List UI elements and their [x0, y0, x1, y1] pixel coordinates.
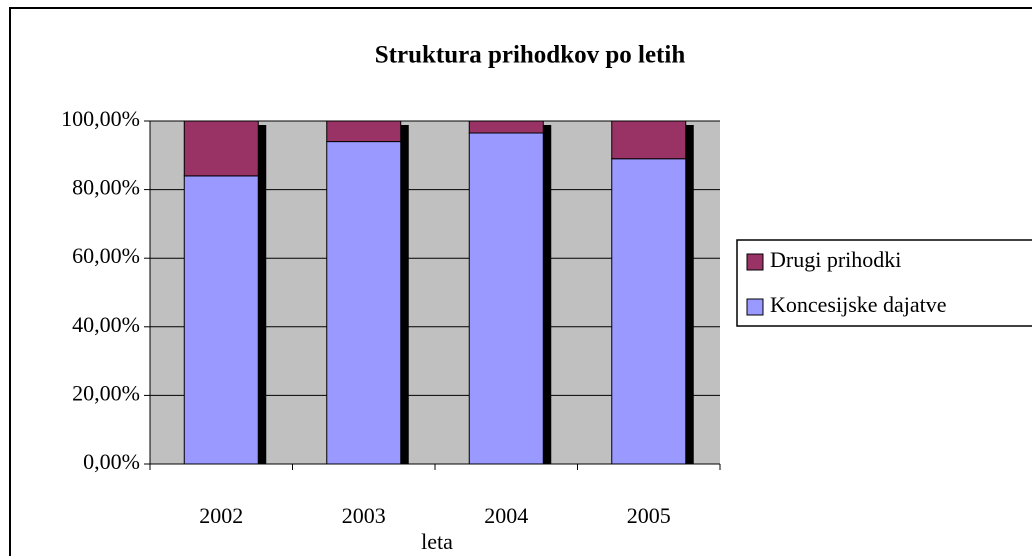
bar-segment — [183, 175, 259, 465]
bar-shadow — [400, 125, 409, 464]
legend-swatch — [746, 298, 764, 316]
x-tick-label: 2004 — [484, 503, 528, 528]
y-tick-label: 40,00% — [72, 312, 140, 337]
y-tick-label: 100,00% — [61, 106, 140, 131]
bar-segment — [326, 120, 402, 143]
y-tick-label: 0,00% — [83, 449, 140, 474]
bar-segment — [183, 120, 259, 177]
x-tick-label: 2005 — [627, 503, 671, 528]
bar-segment — [611, 158, 687, 465]
bar-segment — [468, 120, 544, 134]
legend-swatch — [746, 253, 764, 271]
x-tick-label: 2002 — [199, 503, 243, 528]
bar-segment — [468, 132, 544, 465]
y-tick-label: 80,00% — [72, 175, 140, 200]
x-axis-label: leta — [421, 529, 453, 554]
legend-box — [736, 239, 1032, 327]
chart-title: Struktura prihodkov po letih — [375, 42, 686, 69]
legend-label: Drugi prihodki — [770, 247, 901, 272]
x-tick-label: 2003 — [342, 503, 386, 528]
y-tick-label: 60,00% — [72, 243, 140, 268]
bar-shadow — [543, 125, 552, 464]
bar-shadow — [258, 125, 267, 464]
y-tick-label: 20,00% — [72, 380, 140, 405]
bar-segment — [611, 120, 687, 160]
bar-segment — [326, 141, 402, 465]
bar-shadow — [685, 125, 694, 464]
legend-label: Koncesijske dajatve — [770, 292, 947, 317]
